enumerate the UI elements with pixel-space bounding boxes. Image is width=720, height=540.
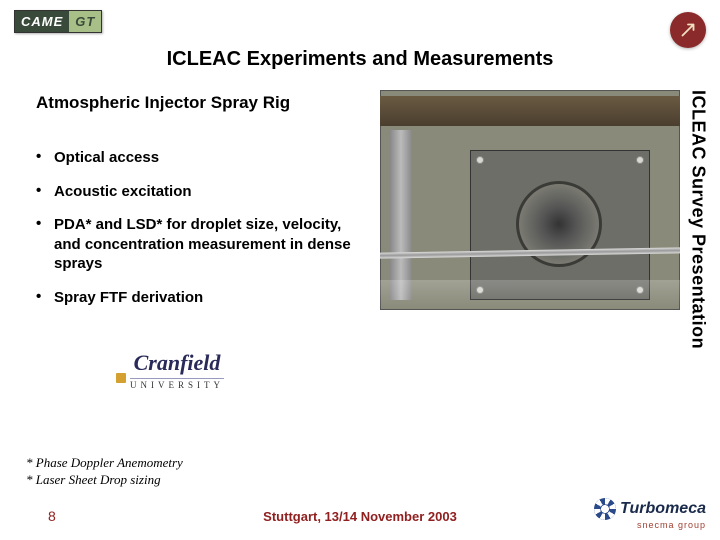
bullet-text: Spray FTF derivation	[54, 288, 203, 308]
cranfield-name: Cranfield	[130, 350, 224, 376]
turbomeca-logo: Turbomeca snecma group	[594, 498, 706, 530]
list-item: • Spray FTF derivation	[36, 288, 356, 308]
came-gt-logo: CAME GT	[14, 10, 102, 33]
list-item: • Acoustic excitation	[36, 182, 356, 202]
turbomeca-name: Turbomeca	[620, 500, 706, 518]
bullet-icon: •	[36, 288, 54, 308]
bullet-icon: •	[36, 215, 54, 274]
footnote-line: * Phase Doppler Anemometry	[26, 455, 183, 472]
cranfield-university: UNIVERSITY	[130, 378, 224, 390]
page-title: ICLEAC Experiments and Measurements	[0, 48, 720, 71]
arrow-icon	[677, 19, 699, 41]
turbomeca-subtitle: snecma group	[594, 520, 706, 530]
vertical-side-label: ICLEAC Survey Presentation	[684, 90, 712, 420]
list-item: • Optical access	[36, 148, 356, 168]
section-subtitle: Atmospheric Injector Spray Rig	[36, 92, 346, 113]
cranfield-logo: Cranfield UNIVERSITY	[130, 350, 224, 390]
bullet-text: Acoustic excitation	[54, 182, 192, 202]
bullet-text: PDA* and LSD* for droplet size, velocity…	[54, 215, 356, 274]
rig-photo	[380, 90, 680, 310]
corner-arrow-logo	[670, 12, 706, 48]
side-label-text: ICLEAC Survey Presentation	[688, 90, 709, 349]
turbomeca-swirl-icon	[594, 498, 616, 520]
footnote-line: * Laser Sheet Drop sizing	[26, 472, 183, 489]
came-logo-left: CAME	[15, 11, 69, 32]
list-item: • PDA* and LSD* for droplet size, veloci…	[36, 215, 356, 274]
bullet-icon: •	[36, 148, 54, 168]
bullet-text: Optical access	[54, 148, 159, 168]
footnotes: * Phase Doppler Anemometry * Laser Sheet…	[26, 455, 183, 489]
came-logo-right: GT	[69, 11, 101, 32]
bullet-list: • Optical access • Acoustic excitation •…	[36, 148, 356, 321]
bullet-icon: •	[36, 182, 54, 202]
